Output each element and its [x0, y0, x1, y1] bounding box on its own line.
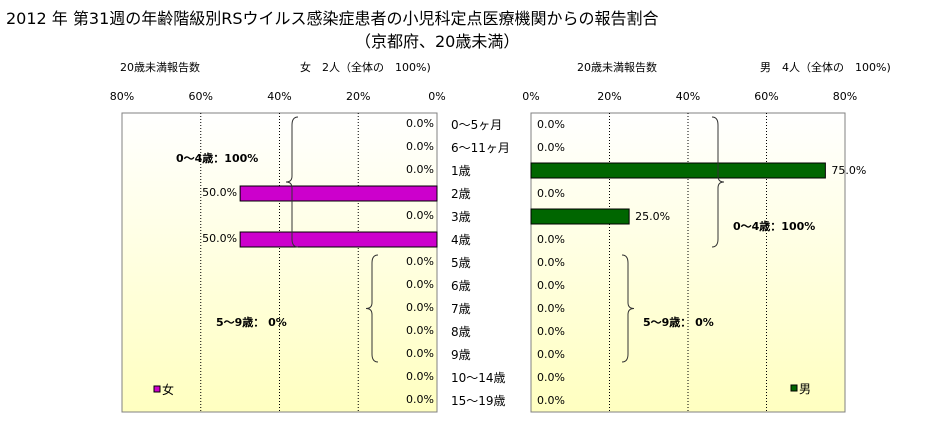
male-x-tick-label: 80%	[832, 90, 858, 103]
male-x-tick-label: 0%	[522, 90, 540, 103]
female-value-label: 50.0%	[202, 185, 238, 199]
age-category-label: 7歳	[451, 301, 471, 316]
age-category-label: 3歳	[451, 209, 471, 224]
male-legend-swatch	[790, 384, 798, 392]
male-value-label: 0.0%	[537, 140, 565, 154]
female-value-label: 0.0%	[406, 254, 434, 268]
female-plot-area	[121, 112, 438, 413]
male-header-right: 男 4人（全体の 100%)	[760, 61, 891, 74]
chart-subtitle: （京都府、20歳未満）	[355, 32, 520, 51]
female-x-tick-label: 60%	[188, 90, 213, 103]
male-value-label: 25.0%	[635, 209, 671, 223]
female-bar	[239, 231, 438, 248]
male-value-label: 0.0%	[537, 117, 565, 131]
female-x-tick-label: 0%	[428, 90, 446, 103]
male-value-label: 0.0%	[537, 324, 565, 338]
age-category-label: 4歳	[451, 232, 471, 247]
male-value-label: 0.0%	[537, 393, 565, 407]
female-age-group-brace	[285, 116, 299, 248]
male-legend-label: 男	[799, 382, 812, 396]
male-value-label: 0.0%	[537, 186, 565, 200]
male-value-label: 0.0%	[537, 255, 565, 269]
female-age-group-brace	[365, 254, 379, 363]
female-header-right: 女 2人（全体の 100%)	[300, 61, 431, 74]
male-value-label: 0.0%	[537, 370, 565, 384]
male-value-label: 0.0%	[537, 232, 565, 246]
female-value-label: 0.0%	[406, 116, 434, 130]
female-value-label: 0.0%	[406, 392, 434, 406]
male-age-group-brace	[621, 254, 635, 363]
female-value-label: 0.0%	[406, 323, 434, 337]
female-group-label: 5〜9歳： 0%	[216, 316, 287, 329]
female-group-label: 0〜4歳：100%	[176, 152, 259, 165]
age-category-label: 1歳	[451, 163, 471, 178]
age-category-label: 6〜11ヶ月	[451, 140, 510, 155]
age-category-label: 6歳	[451, 278, 471, 293]
age-category-label: 10〜14歳	[451, 370, 506, 385]
male-value-label: 0.0%	[537, 278, 565, 292]
male-value-label: 0.0%	[537, 301, 565, 315]
male-plot-area	[530, 112, 846, 413]
female-x-tick-label: 80%	[109, 90, 135, 103]
male-group-label: 0〜4歳：100%	[733, 220, 816, 233]
female-legend-swatch	[153, 385, 161, 393]
age-category-label: 9歳	[451, 347, 471, 362]
female-value-label: 0.0%	[406, 277, 434, 291]
female-bar	[239, 185, 438, 202]
female-value-label: 0.0%	[406, 139, 434, 153]
female-value-label: 0.0%	[406, 346, 434, 360]
male-group-label: 5〜9歳： 0%	[643, 316, 714, 329]
female-header-left: 20歳未満報告数	[120, 61, 200, 74]
age-category-label: 15〜19歳	[451, 393, 506, 408]
female-value-label: 0.0%	[406, 162, 434, 176]
male-x-tick-label: 60%	[754, 90, 779, 103]
female-value-label: 0.0%	[406, 369, 434, 383]
male-value-label: 0.0%	[537, 347, 565, 361]
age-category-label: 2歳	[451, 186, 471, 201]
male-bar	[530, 208, 630, 225]
male-value-label: 75.0%	[831, 163, 867, 177]
male-header-left: 20歳未満報告数	[577, 61, 657, 74]
male-age-group-brace	[711, 116, 725, 248]
female-x-tick-label: 20%	[346, 90, 371, 103]
chart-title: 2012 年 第31週の年齢階級別RSウイルス感染症患者の小児科定点医療機関から…	[6, 9, 659, 28]
female-value-label: 50.0%	[202, 231, 238, 245]
female-legend-label: 女	[162, 383, 175, 397]
female-value-label: 0.0%	[406, 300, 434, 314]
male-bar	[530, 162, 826, 179]
male-x-tick-label: 40%	[675, 90, 701, 103]
age-category-label: 8歳	[451, 324, 471, 339]
age-category-label: 5歳	[451, 255, 471, 270]
male-x-tick-label: 20%	[597, 90, 622, 103]
age-category-label: 0〜5ヶ月	[451, 117, 503, 132]
female-x-tick-label: 40%	[267, 90, 292, 103]
female-value-label: 0.0%	[406, 208, 434, 222]
